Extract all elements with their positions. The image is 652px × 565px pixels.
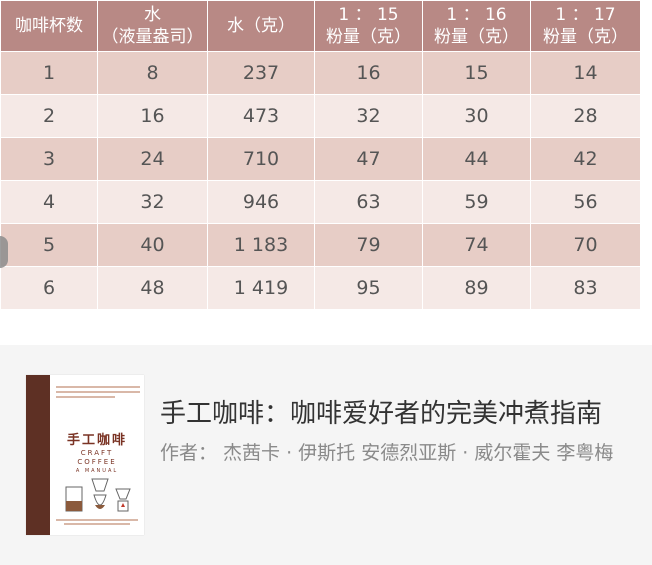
table-cell: 30: [422, 94, 531, 138]
book-author: 作者： 杰茜卡 · 伊斯托 安德烈亚斯 · 威尔霍夫 李粤梅: [160, 442, 614, 464]
table-cell: 8: [97, 51, 208, 95]
table-cell: 5: [0, 223, 98, 267]
side-handle[interactable]: [0, 236, 8, 268]
table-cell: 14: [530, 51, 641, 95]
table-cell: 47: [314, 137, 423, 181]
table-row: 5 40 1 183 79 74 70: [0, 223, 641, 267]
table-cell: 16: [97, 94, 208, 138]
table-cell: 89: [422, 266, 531, 310]
table-cell: 710: [207, 137, 315, 181]
header-ratio-16: 1 ： 16 粉量（克）: [422, 0, 531, 52]
table-header-row: 咖啡杯数 水（液量盎司） 水（克） 1 ： 15 粉量（克） 1 ： 16 粉量（克…: [0, 0, 641, 52]
cover-caption: [50, 517, 144, 527]
table-cell: 42: [530, 137, 641, 181]
table-cell: 946: [207, 180, 315, 224]
cover-sub1: CRAFT: [80, 449, 114, 457]
header-ratio-17: 1 ： 17 粉量（克）: [530, 0, 641, 52]
table-cell: 32: [97, 180, 208, 224]
table-cell: 473: [207, 94, 315, 138]
table-cell: 24: [97, 137, 208, 181]
header-water-oz: 水（液量盎司）: [97, 0, 208, 52]
header-ratio-15: 1 ： 15 粉量（克）: [314, 0, 423, 52]
cover-spine: [26, 375, 50, 535]
cover-title: 手工咖啡: [66, 433, 127, 448]
cover-blurb: [56, 383, 140, 398]
table-cell: 4: [0, 180, 98, 224]
table-cell: 79: [314, 223, 423, 267]
ratio-table: 咖啡杯数 水（液量盎司） 水（克） 1 ： 15 粉量（克） 1 ： 16 粉量（克…: [0, 0, 641, 310]
table-row: 4 32 946 63 59 56: [0, 180, 641, 224]
cover-sub2: COFFEE: [77, 458, 117, 466]
coffee-ratio-table: 咖啡杯数 水（液量盎司） 水（克） 1 ： 15 粉量（克） 1 ： 16 粉量（克…: [0, 0, 641, 310]
table-cell: 2: [0, 94, 98, 138]
table-cell: 95: [314, 266, 423, 310]
table-cell: 74: [422, 223, 531, 267]
table-row: 3 24 710 47 44 42: [0, 137, 641, 181]
table-row: 6 48 1 419 95 89 83: [0, 266, 641, 310]
header-water-g: 水（克）: [207, 0, 315, 52]
table-cell: 28: [530, 94, 641, 138]
table-cell: 48: [97, 266, 208, 310]
table-cell: 44: [422, 137, 531, 181]
table-cell: 56: [530, 180, 641, 224]
book-cover[interactable]: 手工咖啡 CRAFT COFFEE A MANUAL: [26, 375, 144, 535]
table-cell: 83: [530, 266, 641, 310]
header-cups: 咖啡杯数: [0, 0, 98, 52]
table-cell: 15: [422, 51, 531, 95]
coffee-gear-icon: [65, 478, 131, 512]
table-cell: 16: [314, 51, 423, 95]
cover-sub3: A MANUAL: [75, 468, 119, 474]
table-row: 1 8 237 16 15 14: [0, 51, 641, 95]
table-cell: 237: [207, 51, 315, 95]
table-cell: 32: [314, 94, 423, 138]
table-cell: 59: [422, 180, 531, 224]
book-title[interactable]: 手工咖啡：咖啡爱好者的完美冲煮指南: [160, 399, 603, 429]
table-cell: 70: [530, 223, 641, 267]
table-cell: 40: [97, 223, 208, 267]
table-row: 2 16 473 32 30 28: [0, 94, 641, 138]
book-card[interactable]: 手工咖啡 CRAFT COFFEE A MANUAL 手工咖啡：咖啡爱好者的完美…: [0, 345, 652, 565]
table-cell: 1 419: [207, 266, 315, 310]
table-cell: 1 183: [207, 223, 315, 267]
table-cell: 3: [0, 137, 98, 181]
table-cell: 1: [0, 51, 98, 95]
table-cell: 6: [0, 266, 98, 310]
table-cell: 63: [314, 180, 423, 224]
